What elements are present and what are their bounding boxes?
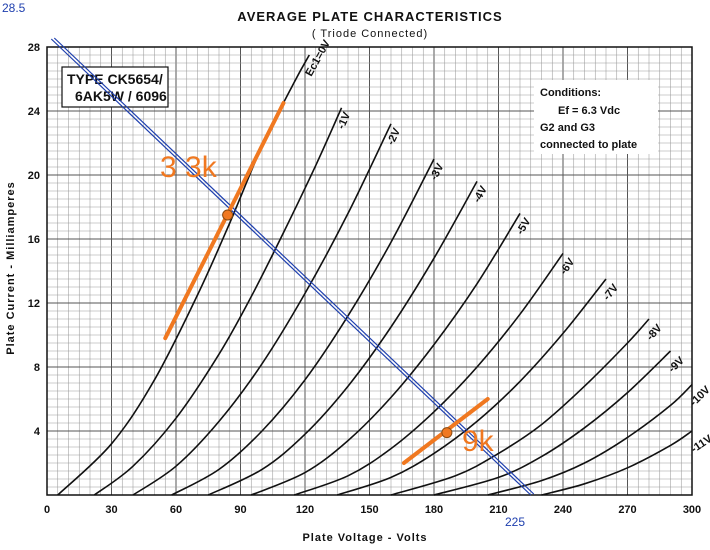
bias-lines <box>163 101 490 465</box>
curve--7V <box>337 278 607 496</box>
y-tick-label: 12 <box>28 298 40 310</box>
conditions-line-3: G2 and G3 <box>540 122 595 134</box>
y-tick-label: 16 <box>28 234 40 246</box>
curve-label--1V: -1V <box>335 110 353 131</box>
tube-type-line-2: 6AK5W / 6096 <box>75 88 167 104</box>
x-tick-label: 120 <box>296 504 314 516</box>
y-tick-label: 24 <box>28 106 41 118</box>
bias_3_3k-marker <box>222 209 234 221</box>
conditions-line-4: connected to plate <box>540 139 637 151</box>
y-tick-label: 20 <box>28 170 40 182</box>
x-tick-label: 240 <box>554 504 572 516</box>
load-line-outer <box>50 38 532 496</box>
x-tick-label: 150 <box>360 504 378 516</box>
bias-3-3k-label: 3 3k <box>160 151 218 184</box>
curve-label--6V: -6V <box>558 256 578 277</box>
tube-type-box: TYPE CK5654/ 6AK5W / 6096 <box>61 66 169 108</box>
bias_9k-marker <box>441 427 453 439</box>
tube-type-line-1: TYPE CK5654/ <box>67 71 163 87</box>
conditions-box-frame <box>534 80 658 154</box>
curve-label--8V: -8V <box>644 322 665 343</box>
x-tick-label: 30 <box>105 504 117 516</box>
chart-subtitle: ( Triode Connected) <box>312 28 428 40</box>
curve--6V <box>293 252 564 496</box>
bias_3_3k-line <box>163 101 286 341</box>
x-tick-label: 90 <box>234 504 246 516</box>
load-line-inner <box>53 37 535 495</box>
curve--9V <box>433 350 672 496</box>
load-line-start-label: 28.5 <box>2 1 26 15</box>
x-tick-labels: 0 30 60 90 120 150 180 210 240 270 300 <box>44 504 701 516</box>
curve--11V <box>541 430 693 496</box>
load-line <box>50 37 535 496</box>
curve--1V <box>93 107 343 496</box>
y-tick-labels: 4 8 12 16 20 24 28 <box>28 42 41 438</box>
x-tick-label: 210 <box>489 504 507 516</box>
x-tick-label: 60 <box>170 504 182 516</box>
chart-title: AVERAGE PLATE CHARACTERISTICS <box>237 9 502 24</box>
curve-label--10V: -10V <box>688 384 710 409</box>
conditions-line-1: Conditions: <box>540 87 601 99</box>
conditions-box: Conditions: Ef = 6.3 Vdc G2 and G3 conne… <box>534 80 658 154</box>
x-tick-label: 180 <box>425 504 443 516</box>
conditions-line-2: Ef = 6.3 Vdc <box>558 105 620 117</box>
bias-9k-label: 9k <box>462 425 495 458</box>
load-line-end-label: 225 <box>505 515 525 529</box>
curve--5V <box>250 212 521 496</box>
plot-frame <box>46 46 693 496</box>
x-tick-label: 300 <box>683 504 701 516</box>
curve--2V <box>132 123 392 496</box>
curve--10V <box>487 384 693 496</box>
y-axis-label: Plate Current - Milliamperes <box>5 181 17 355</box>
curve--4V <box>207 181 478 496</box>
x-tick-label: 270 <box>618 504 636 516</box>
y-tick-label: 8 <box>34 362 40 374</box>
y-tick-label: 28 <box>28 42 40 54</box>
curves <box>57 54 693 496</box>
curve--3V <box>171 158 435 496</box>
curve-label--9V: -9V <box>666 354 687 375</box>
y-tick-label: 4 <box>34 426 41 438</box>
curve--8V <box>390 318 650 496</box>
curve-label--7V: -7V <box>601 281 621 302</box>
plot-border <box>46 46 693 496</box>
x-axis-label: Plate Voltage - Volts <box>302 532 427 544</box>
x-tick-label: 0 <box>44 504 50 516</box>
curve-Ec1=0V <box>57 54 310 496</box>
